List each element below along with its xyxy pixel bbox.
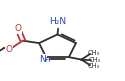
Text: O: O <box>14 24 21 33</box>
Text: N: N <box>40 55 46 64</box>
Text: O: O <box>6 45 13 54</box>
Text: H₂N: H₂N <box>50 17 67 26</box>
Text: CH₃: CH₃ <box>89 57 101 63</box>
Text: CH₃: CH₃ <box>87 63 99 69</box>
Text: CH₃: CH₃ <box>87 50 99 56</box>
Text: H: H <box>44 57 50 63</box>
